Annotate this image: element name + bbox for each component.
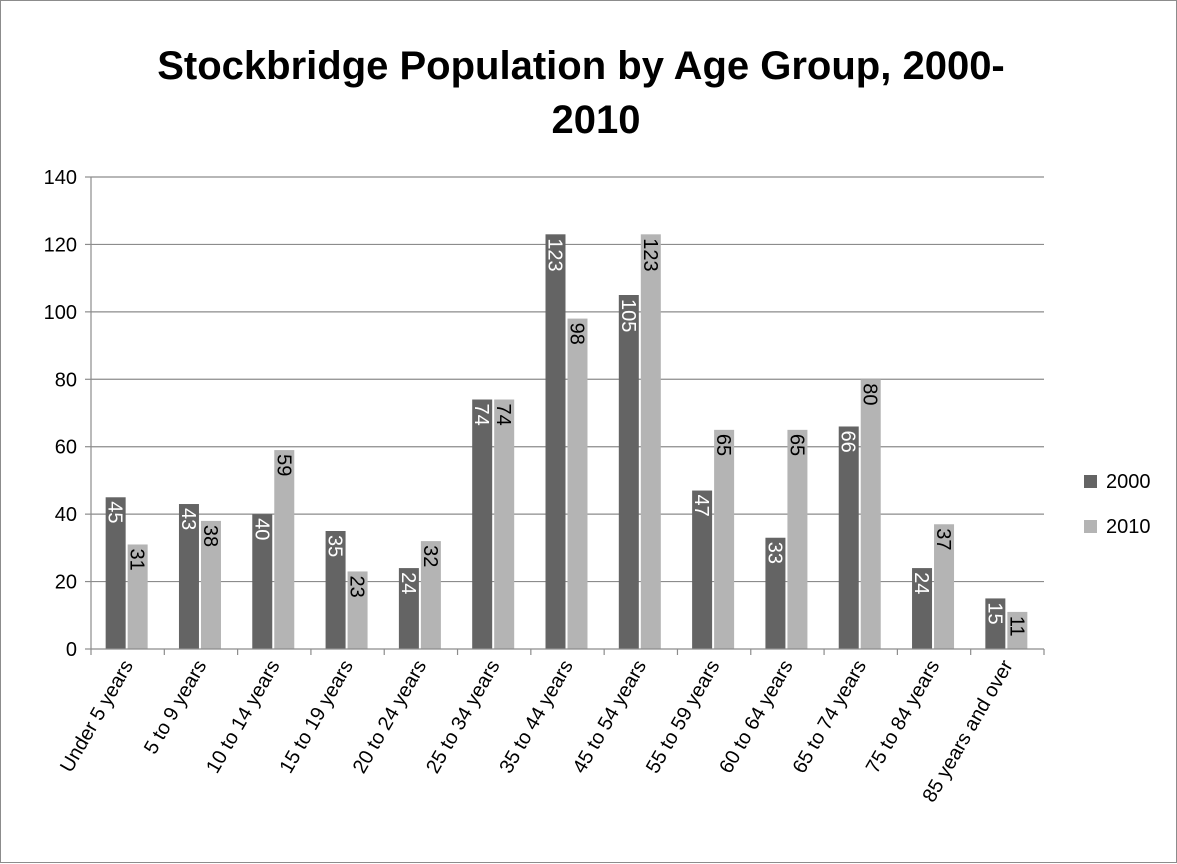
- x-category-label: 25 to 34 years: [422, 657, 504, 778]
- legend-swatch-2000: [1084, 475, 1097, 488]
- bar-2000: [252, 514, 273, 649]
- data-label-2000: 43: [177, 508, 199, 530]
- data-label-2000: 47: [690, 495, 712, 517]
- bar-2000: [912, 568, 933, 649]
- x-category-label: 45 to 54 years: [569, 657, 651, 778]
- data-label-2010: 80: [859, 383, 881, 405]
- y-tick-label: 120: [44, 234, 77, 256]
- legend-label-2010: 2010: [1106, 516, 1151, 538]
- bar-2000: [325, 531, 346, 649]
- bar-2000: [618, 295, 639, 649]
- x-category-label: 15 to 19 years: [275, 657, 357, 778]
- bar-2010: [640, 234, 661, 650]
- bar-2000: [692, 490, 713, 649]
- bar-2000: [178, 504, 199, 649]
- data-label-2010: 65: [785, 434, 807, 456]
- bar-2000: [545, 234, 566, 650]
- legend-swatch-2010: [1084, 520, 1097, 533]
- y-tick-label: 20: [55, 572, 77, 594]
- data-label-2000: 40: [250, 518, 272, 540]
- x-category-label: 55 to 59 years: [642, 657, 724, 778]
- data-label-2010: 59: [272, 454, 294, 476]
- bar-2000: [985, 598, 1006, 649]
- x-category-label: 65 to 74 years: [789, 657, 871, 778]
- chart-title-line-2: 2010: [552, 98, 641, 142]
- legend: 2000 2010: [1084, 471, 1151, 538]
- data-label-2000: 24: [910, 572, 932, 594]
- data-label-2000: 105: [617, 299, 639, 332]
- y-tick-label: 100: [44, 302, 77, 324]
- data-label-2010: 74: [492, 404, 514, 426]
- x-category-label: 5 to 9 years: [140, 657, 211, 759]
- data-label-2000: 35: [324, 535, 346, 557]
- chart-title: Stockbridge Population by Age Group, 200…: [157, 44, 1005, 142]
- x-category-label: 10 to 14 years: [202, 657, 284, 778]
- y-axis: 0 20 40 60 80 100 120 140: [44, 167, 92, 661]
- bar-2010: [1007, 611, 1028, 649]
- bar-2010: [494, 399, 515, 649]
- x-category-label: 35 to 44 years: [495, 657, 577, 778]
- data-label-2000: 24: [397, 572, 419, 594]
- bar-2000: [472, 399, 493, 649]
- y-tick-label: 80: [55, 369, 77, 391]
- data-label-2010: 32: [419, 545, 441, 567]
- bar-2000: [105, 497, 126, 649]
- bar-2010: [934, 524, 955, 649]
- data-labels: 45 43 40 35 24 74 123 105 47 33 66 24 15 31 38 59 23 32 74…: [104, 238, 1028, 636]
- y-tick-label: 60: [55, 437, 77, 459]
- x-category-label: Under 5 years: [56, 657, 138, 777]
- bar-2010: [420, 541, 441, 649]
- legend-label-2000: 2000: [1106, 471, 1151, 493]
- bar-2010: [787, 429, 808, 649]
- data-label-2010: 65: [712, 434, 734, 456]
- data-label-2010: 31: [126, 548, 148, 570]
- data-label-2010: 37: [932, 528, 954, 550]
- y-tick-label: 140: [44, 167, 77, 189]
- data-label-2010: 38: [199, 525, 221, 547]
- bar-2000: [398, 568, 419, 649]
- data-label-2000: 45: [104, 501, 126, 523]
- data-label-2010: 11: [1005, 616, 1027, 637]
- data-label-2000: 74: [470, 404, 492, 426]
- data-label-2010: 23: [346, 575, 368, 597]
- y-tick-label: 40: [55, 504, 77, 526]
- bar-2000: [765, 537, 786, 649]
- x-category-label: 20 to 24 years: [349, 657, 431, 778]
- bars: [105, 234, 1028, 650]
- data-label-2000: 123: [544, 238, 566, 271]
- data-label-2010: 98: [566, 323, 588, 345]
- data-label-2000: 15: [983, 602, 1005, 624]
- bar-2010: [274, 450, 295, 649]
- y-tick-label: 0: [66, 639, 77, 661]
- bar-2010: [567, 318, 588, 649]
- bar-2010: [714, 429, 735, 649]
- data-label-2000: 33: [763, 542, 785, 564]
- bar-2010: [860, 379, 881, 649]
- data-label-2000: 66: [837, 430, 859, 452]
- chart-title-line-1: Stockbridge Population by Age Group, 200…: [157, 44, 1005, 88]
- x-category-label: 60 to 64 years: [715, 657, 797, 778]
- bar-2010: [127, 544, 148, 649]
- x-category-label: 75 to 84 years: [862, 657, 944, 778]
- bar-2000: [838, 426, 859, 649]
- bar-2010: [347, 571, 368, 649]
- data-label-2010: 123: [639, 238, 661, 271]
- bar-2010: [200, 520, 221, 649]
